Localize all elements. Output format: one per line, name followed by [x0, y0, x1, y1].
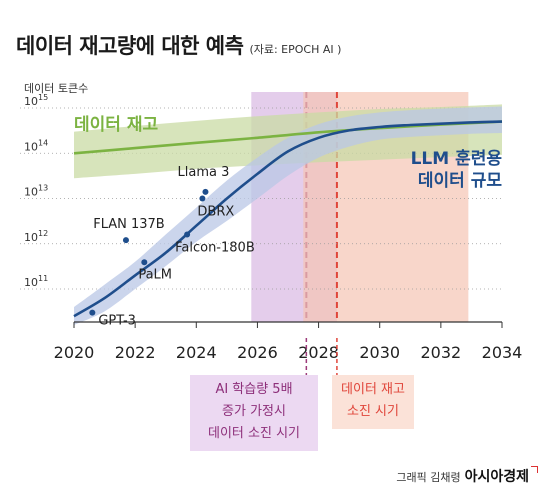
model-label: DBRX — [197, 205, 234, 220]
x-tick-label: 2026 — [237, 343, 278, 362]
y-tick-label: 1014 — [24, 138, 48, 153]
model-point — [202, 188, 209, 195]
brand-logo: 아시아경제 — [464, 469, 529, 485]
y-axis-title: 데이터 토큰수 — [24, 82, 88, 95]
x-tick-label: 2022 — [115, 343, 156, 362]
x-tick-label: 2020 — [54, 343, 95, 362]
series-0-label: 데이터 재고 — [74, 115, 158, 135]
exhaustion-callout-line: 데이터 재고 — [341, 382, 405, 397]
model-label: FLAN 137B — [93, 217, 165, 232]
ai_5x-callout-line: 데이터 소진 시기 — [208, 426, 300, 441]
source-note: (자료: EPOCH AI ) — [249, 43, 342, 56]
model-point — [89, 309, 96, 316]
series-1-line — [73, 120, 503, 318]
credit: 그래픽 김채령 아시아경제 — [396, 466, 538, 486]
model-label: Llama 3 — [178, 165, 230, 180]
model-point — [184, 231, 191, 238]
series-layer — [73, 104, 503, 325]
y-tick-label: 1015 — [24, 93, 48, 108]
chart-title: 데이터 재고량에 대한 예측 (자료: EPOCH AI ) — [16, 30, 341, 60]
model-point — [122, 237, 129, 244]
y-tick-label: 1013 — [24, 184, 48, 199]
x-tick-label: 2034 — [482, 343, 523, 362]
x-tick-label: 2028 — [298, 343, 339, 362]
model-label: PaLM — [138, 267, 172, 282]
credit-prefix: 그래픽 김채령 — [396, 471, 461, 484]
exhaustion-callout-box — [332, 375, 414, 429]
model-point — [199, 195, 206, 202]
series-1-label-line: LLM 훈련용 — [411, 148, 503, 169]
model-label: GPT-3 — [98, 314, 136, 329]
title-text: 데이터 재고량에 대한 예측 — [16, 34, 244, 58]
model-point — [141, 259, 148, 266]
ai_5x-callout-box — [190, 375, 318, 451]
ai_5x-callout-line: 증가 가정시 — [222, 404, 286, 419]
x-tick-label: 2024 — [176, 343, 217, 362]
ai_5x-callout-line: AI 학습량 5배 — [215, 382, 292, 397]
x-tick-label: 2032 — [420, 343, 461, 362]
brand-mark-icon — [531, 466, 538, 473]
exhaustion-callout-line: 소진 시기 — [347, 404, 399, 419]
y-tick-label: 1011 — [24, 274, 48, 289]
x-tick-label: 2030 — [359, 343, 400, 362]
model-label: Falcon-180B — [175, 241, 255, 256]
y-tick-label: 1012 — [24, 229, 48, 244]
series-1-label-line: 데이터 규모 — [418, 171, 502, 191]
